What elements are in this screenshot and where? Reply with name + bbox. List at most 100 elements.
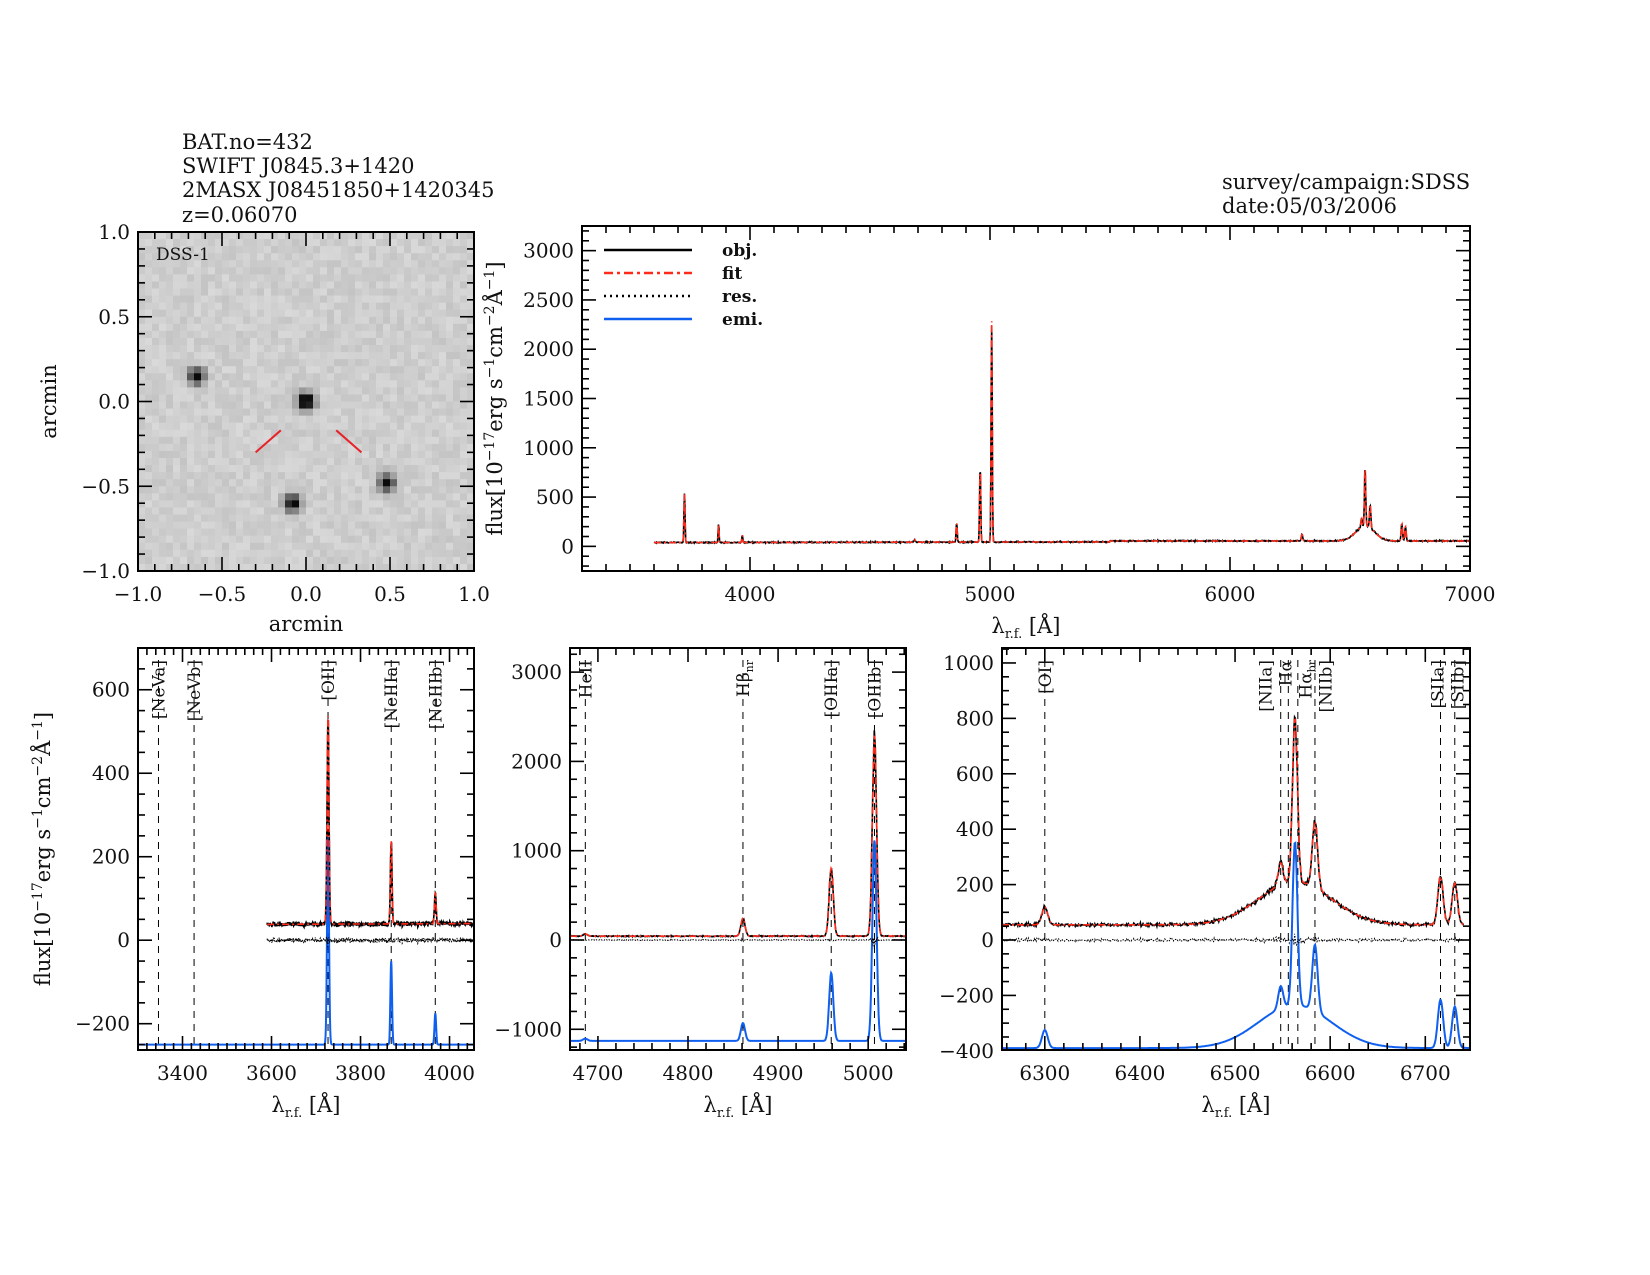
image-pixel (145, 443, 153, 452)
image-pixel (425, 295, 433, 304)
image-pixel (362, 359, 370, 367)
image-pixel (159, 556, 167, 565)
image-pixel (453, 415, 461, 424)
image-pixel (313, 486, 321, 494)
image-pixel (404, 323, 412, 332)
image-pixel (166, 330, 174, 339)
image-pixel (341, 443, 349, 452)
image-pixel (362, 493, 370, 501)
image-pixel (418, 535, 426, 544)
image-pixel (278, 528, 286, 537)
image-pixel (166, 232, 174, 240)
image-pixel (229, 556, 237, 565)
image-pixel (222, 267, 230, 275)
image-pixel (187, 535, 195, 544)
image-pixel (173, 316, 181, 325)
image-pixel (404, 563, 412, 572)
image-pixel (432, 563, 440, 572)
image-pixel (334, 507, 342, 515)
image-pixel (453, 507, 461, 515)
image-pixel (187, 556, 195, 565)
image-pixel (138, 401, 146, 410)
image-pixel (460, 316, 468, 325)
image-pixel (467, 239, 475, 247)
image-pixel (285, 246, 293, 254)
image-pixel (222, 309, 230, 318)
image-pixel (404, 309, 412, 318)
image-pixel (341, 373, 349, 381)
image-pixel (229, 479, 237, 487)
image-pixel (285, 528, 293, 537)
image-pixel (173, 352, 181, 360)
image-pixel (432, 486, 440, 494)
image-pixel (327, 323, 335, 332)
image-pixel (271, 507, 279, 515)
image-pixel (376, 232, 384, 240)
image-pixel (236, 415, 244, 424)
image-pixel (264, 535, 272, 544)
image-pixel (327, 479, 335, 487)
image-pixel (215, 549, 223, 558)
image-pixel (432, 542, 440, 551)
image-pixel (159, 387, 167, 395)
image-pixel (439, 521, 447, 530)
image-pixel (439, 549, 447, 558)
image-pixel (320, 246, 328, 254)
image-pixel (201, 394, 209, 402)
image-pixel (432, 429, 440, 438)
image-pixel (166, 246, 174, 254)
image-pixel (299, 486, 307, 494)
image-pixel (376, 246, 384, 254)
image-pixel (369, 253, 377, 261)
image-pixel (404, 465, 412, 473)
image-pixel (243, 507, 251, 515)
image-pixel (166, 436, 174, 445)
image-pixel (453, 295, 461, 304)
image-pixel (271, 352, 279, 360)
image-pixel (180, 556, 188, 565)
image-pixel (453, 528, 461, 537)
image-pixel (348, 323, 356, 332)
y-tick-label: 3000 (523, 239, 574, 263)
image-pixel (138, 563, 146, 572)
image-pixel (306, 493, 314, 501)
image-pixel (355, 415, 363, 424)
image-pixel (264, 472, 272, 480)
image-pixel (390, 380, 398, 388)
image-pixel (264, 422, 272, 431)
x-axis-label: λr.f. [Å] (704, 1092, 773, 1121)
image-pixel (194, 246, 202, 254)
image-pixel (327, 373, 335, 381)
image-pixel (187, 309, 195, 318)
bat-number: BAT.no=432 (182, 130, 313, 154)
image-pixel (383, 443, 391, 452)
image-pixel (432, 295, 440, 304)
image-pixel (208, 330, 216, 339)
image-pixel (460, 479, 468, 487)
image-pixel (390, 330, 398, 339)
image-pixel (299, 359, 307, 367)
image-pixel (145, 521, 153, 530)
image-pixel (229, 535, 237, 544)
image-pixel (243, 366, 251, 374)
image-pixel (180, 295, 188, 304)
image-pixel (243, 288, 251, 297)
image-pixel (320, 479, 328, 487)
image-pixel (222, 323, 230, 332)
legend-label: fit (722, 264, 742, 284)
image-pixel (390, 443, 398, 452)
image-pixel (159, 246, 167, 254)
image-pixel (145, 323, 153, 332)
image-pixel (453, 401, 461, 410)
image-pixel (446, 330, 454, 339)
spectrum-panel-halpha: 6300 6400 6500 6600 6700−400−200020040060080… (939, 647, 1471, 1121)
image-pixel (383, 514, 391, 523)
image-pixel (138, 267, 146, 275)
image-pixel (418, 479, 426, 487)
image-pixel (383, 260, 391, 268)
image-pixel (467, 337, 475, 346)
image-pixel (397, 556, 405, 565)
image-pixel (194, 563, 202, 572)
image-pixel (194, 472, 202, 480)
image-pixel (362, 422, 370, 431)
